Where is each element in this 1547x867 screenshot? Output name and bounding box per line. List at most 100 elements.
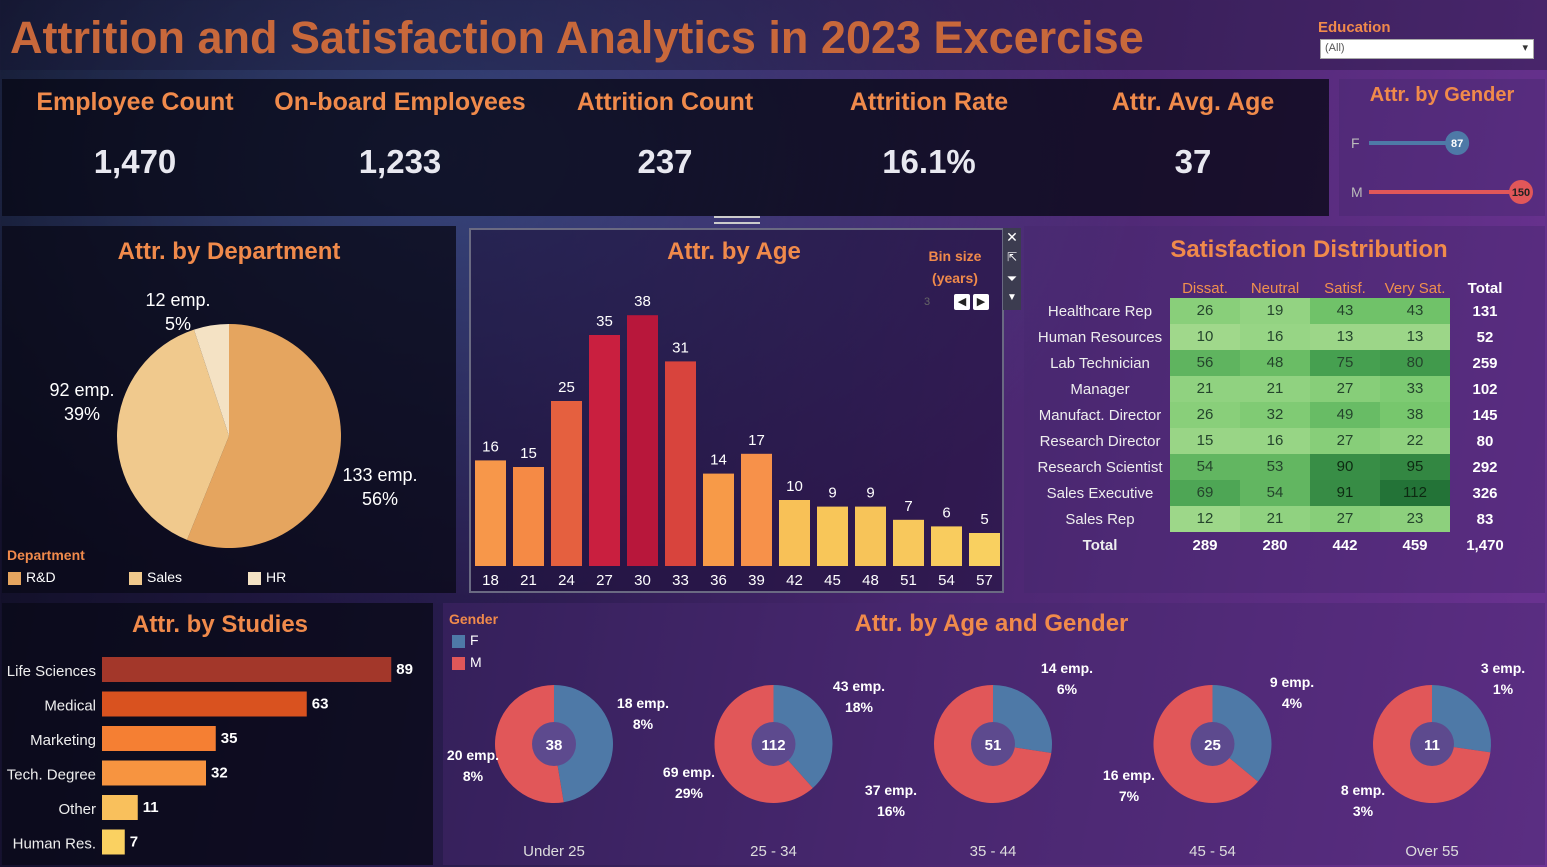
age-bar-value: 31 — [672, 339, 689, 356]
open-external-icon[interactable]: ⇱ — [1006, 250, 1018, 264]
heatmap-cell: 54 — [1170, 454, 1240, 480]
heatmap-cell: 43 — [1380, 298, 1450, 324]
donut-female-pct: 18% — [845, 699, 874, 715]
donut-hole — [751, 722, 796, 766]
studies-bar — [102, 726, 216, 751]
row-total: 52 — [1476, 328, 1494, 346]
donut-total: 25 — [1204, 737, 1221, 754]
gender-dot — [1509, 180, 1533, 204]
heatmap-cell: 15 — [1170, 428, 1240, 454]
legend-item: Sales — [129, 569, 182, 585]
donut-male-pct: 16% — [877, 803, 906, 819]
bin-size-label: Bin size — [928, 248, 982, 264]
row-total: 292 — [1472, 458, 1498, 476]
column-total: 289 — [1192, 536, 1218, 554]
heatmap-cell: 33 — [1380, 376, 1450, 402]
table-row: Human Resources 10 16 13 13 52 — [1030, 324, 1520, 350]
column-header: Dissat. — [1182, 279, 1228, 297]
heatmap-cell: 21 — [1240, 506, 1310, 532]
donut-total: 11 — [1424, 737, 1440, 754]
studies-bar-value: 7 — [130, 834, 138, 851]
age-tick-label: 18 — [482, 572, 499, 589]
kpi-card: Employee Count 1,470 — [5, 88, 265, 181]
department-legend-title: Department — [7, 547, 85, 563]
pie-label: 92 emp. — [49, 380, 114, 400]
heatmap-cell: 13 — [1380, 324, 1450, 350]
row-label: Human Resources — [1037, 328, 1163, 346]
heatmap-cell: 112 — [1380, 480, 1450, 506]
department-title: Attr. by Department — [117, 238, 341, 265]
donut-female-label: 43 emp. — [833, 678, 885, 694]
age-bar-value: 16 — [482, 438, 499, 455]
column-header: Neutral — [1250, 279, 1300, 297]
heatmap-cell: 26 — [1170, 298, 1240, 324]
gender-legend-title: Gender — [449, 611, 499, 627]
column-total: 280 — [1262, 536, 1288, 554]
pie-pct-label: 5% — [165, 314, 191, 334]
studies-category-label: Other — [58, 801, 96, 818]
heatmap-cell: 90 — [1310, 454, 1380, 480]
legend-item: R&D — [8, 569, 56, 585]
donut-hole — [1410, 722, 1454, 766]
heatmap-cell: 26 — [1170, 402, 1240, 428]
donut-hole — [532, 722, 576, 766]
heatmap-cell: 22 — [1380, 428, 1450, 454]
gender-kpi-title: Attr. by Gender — [1369, 84, 1515, 106]
satisfaction-title: Satisfaction Distribution — [1170, 236, 1448, 263]
row-total: 83 — [1476, 510, 1494, 528]
legend-item-male: M — [452, 654, 482, 670]
age-bar — [703, 473, 734, 566]
table-row: Research Director 15 16 27 22 80 — [1030, 428, 1520, 454]
age-bar-value: 35 — [596, 313, 613, 330]
bin-decrement-button[interactable]: ◀ — [954, 294, 970, 310]
studies-bar — [102, 795, 138, 820]
heatmap-cell: 16 — [1240, 428, 1310, 454]
age-tick-label: 33 — [672, 572, 689, 589]
donut-female-label: 9 emp. — [1270, 674, 1314, 690]
studies-bar-value: 89 — [396, 661, 413, 678]
row-label: Manager — [1070, 380, 1130, 398]
age-bar — [551, 401, 582, 566]
studies-category-label: Life Sciences — [7, 663, 96, 680]
pie-pct-label: 39% — [64, 404, 100, 424]
donut-male-pct: 3% — [1353, 803, 1374, 819]
heatmap-cell: 27 — [1310, 428, 1380, 454]
donut-male-label: 16 emp. — [1103, 767, 1155, 783]
row-label: Research Scientist — [1037, 458, 1163, 476]
toolbar-strip — [1003, 228, 1021, 310]
row-total: 326 — [1472, 484, 1498, 502]
pie-slice-hr — [193, 324, 229, 436]
close-icon[interactable]: ✕ — [1006, 229, 1018, 245]
age-bar — [741, 453, 772, 566]
bin-increment-button[interactable]: ▶ — [973, 294, 989, 310]
column-total: 442 — [1332, 536, 1358, 554]
more-options-icon[interactable]: ▼ — [1007, 292, 1017, 303]
filter-icon[interactable]: ⏷ — [1006, 271, 1018, 286]
education-filter-select[interactable]: (All) ▾ — [1320, 39, 1534, 59]
age-bar — [513, 467, 544, 566]
donut-male-label: 20 emp. — [447, 747, 499, 763]
kpi-label: Employee Count — [36, 88, 234, 116]
age-bar-value: 5 — [980, 511, 988, 528]
resize-handle[interactable] — [714, 216, 760, 224]
heatmap-cell: 80 — [1380, 350, 1450, 376]
donut-slice-female — [554, 685, 613, 803]
bin-size-unit: (years) — [932, 270, 978, 286]
legend-item: HR — [248, 569, 286, 585]
row-label: Sales Rep — [1065, 510, 1135, 528]
column-total: 459 — [1402, 536, 1428, 554]
age-tick-label: 30 — [634, 572, 651, 589]
heatmap-cell: 16 — [1240, 324, 1310, 350]
donut-female-pct: 8% — [633, 716, 654, 732]
header-bar — [0, 0, 1547, 70]
column-total: 1,470 — [1466, 536, 1504, 554]
kpi-label: Attrition Count — [576, 88, 754, 116]
studies-panel — [2, 603, 433, 865]
table-row: Manager 21 21 27 33 102 — [1030, 376, 1520, 402]
department-pie-chart: 133 emp. 56% 92 emp. 39% 12 emp. 5% — [49, 290, 418, 548]
age-bar-value: 17 — [748, 432, 765, 449]
heatmap-cell: 48 — [1240, 350, 1310, 376]
age-bar — [779, 500, 810, 566]
studies-bar — [102, 829, 125, 855]
heatmap-cell: 43 — [1310, 298, 1380, 324]
